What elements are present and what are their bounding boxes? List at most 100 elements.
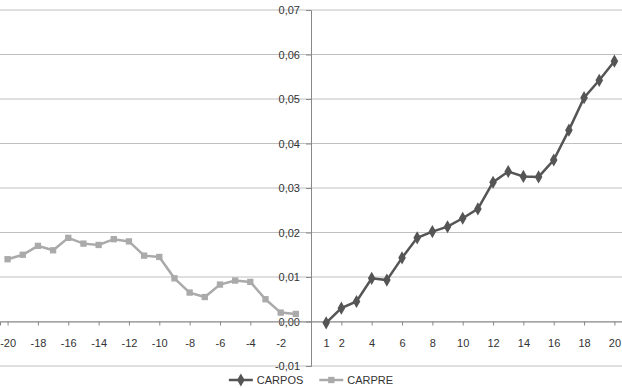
x-tick-label: 2 [339,337,345,349]
series-marker [398,251,406,264]
x-tick-label: -18 [30,337,46,349]
x-tick-label: 1 [324,337,330,349]
y-tick: -0,01 [275,360,311,372]
series-line [8,238,296,314]
x-tick-label: -14 [91,337,107,349]
series-marker [595,74,603,87]
series-marker [413,231,421,244]
series-marker [565,124,573,137]
x-tick: -10 [152,322,168,350]
series-marker [232,277,238,283]
series-marker [535,170,543,183]
x-tick-label: 16 [548,337,560,349]
y-axis-line [306,11,312,367]
series-marker [95,242,101,248]
x-tick: 8 [430,322,436,350]
x-tick-mark [402,322,403,326]
legend: CARPOS CARPRE [229,373,393,386]
x-tick-mark [493,322,494,326]
y-tick-mark [306,366,311,367]
series-marker [217,281,223,287]
y-tick: 0,03 [279,182,311,194]
series-marker [35,243,41,249]
x-tick-label: 20 [609,337,621,349]
series-marker [80,240,86,246]
x-tick: 12 [487,322,499,350]
y-tick-label: 0,06 [279,49,300,61]
y-tick-mark [306,55,311,56]
x-tick-mark [190,322,191,326]
y-tick: 0,04 [279,138,311,150]
x-tick-label: -20 [0,337,16,349]
x-tick: -12 [121,322,137,350]
series-marker [520,170,528,183]
plot-area [4,55,618,330]
x-tick-mark [68,322,69,326]
x-tick-mark [159,322,160,326]
x-tick-mark [372,322,373,326]
x-tick-label: 10 [457,337,469,349]
y-tick: 0,07 [279,4,311,16]
x-axis-line [1,322,622,326]
y-tick: 0,05 [279,93,311,105]
x-tick-label: 12 [487,337,499,349]
legend-marker [237,373,245,386]
series-marker [338,302,346,315]
series-marker [247,279,253,285]
series-marker [262,296,268,302]
series-marker [489,176,497,189]
x-tick-label: -8 [185,337,195,349]
x-tick: 4 [369,322,375,350]
series-marker [444,220,452,233]
y-tick: 0,06 [279,49,311,61]
x-tick-label: -6 [216,337,226,349]
series-marker [50,247,56,253]
y-tick-label: 0,04 [279,138,300,150]
x-tick-label: -16 [61,337,77,349]
x-tick-label: 8 [430,337,436,349]
y-tick-mark [306,99,311,100]
legend-item: CARPRE [319,374,393,386]
series-line [326,61,614,323]
series-marker [474,202,482,215]
y-tick-label: 0,07 [279,4,300,16]
x-tick: 10 [457,322,469,350]
x-tick-mark [8,322,9,326]
x-tick: 18 [578,322,590,350]
x-tick: 6 [399,322,405,350]
x-tick-label: -2 [276,337,286,349]
x-tick-mark [432,322,433,326]
series-marker [65,235,71,241]
series-marker [156,254,162,260]
legend-item: CARPOS [229,373,303,386]
x-tick-mark [584,322,585,326]
x-tick-mark [250,322,251,326]
y-axis: -0,010,000,010,020,030,040,050,060,07 [275,4,312,372]
series-marker [126,238,132,244]
y-tick-mark [306,233,311,234]
legend-label: CARPOS [257,374,303,386]
x-tick-mark [281,322,282,326]
y-tick-mark [306,188,311,189]
x-tick: 14 [518,322,530,350]
series-marker [186,289,192,295]
x-tick-label: 4 [369,337,375,349]
series-marker [293,311,299,317]
series-marker [383,274,391,287]
series-marker [611,55,619,68]
x-tick-label: -4 [246,337,256,349]
series-marker [202,294,208,300]
y-tick-label: 0,02 [279,227,300,239]
legend-label: CARPRE [347,374,393,386]
x-tick-mark [38,322,39,326]
y-tick-label: -0,01 [275,360,300,372]
x-tick: -6 [216,322,226,350]
x-tick-mark [220,322,221,326]
series-marker [322,316,330,329]
x-axis: -20 -18 -16 -14 -12 -10 -8 -6 -4 -2 12 4 6 8 10 12 14 16 1… [0,322,622,350]
x-tick: 2 [339,322,345,350]
x-tick-label: 14 [518,337,530,349]
x-tick: 16 [548,322,560,350]
y-tick: 0,01 [279,271,311,283]
y-tick-label: 0,05 [279,93,300,105]
